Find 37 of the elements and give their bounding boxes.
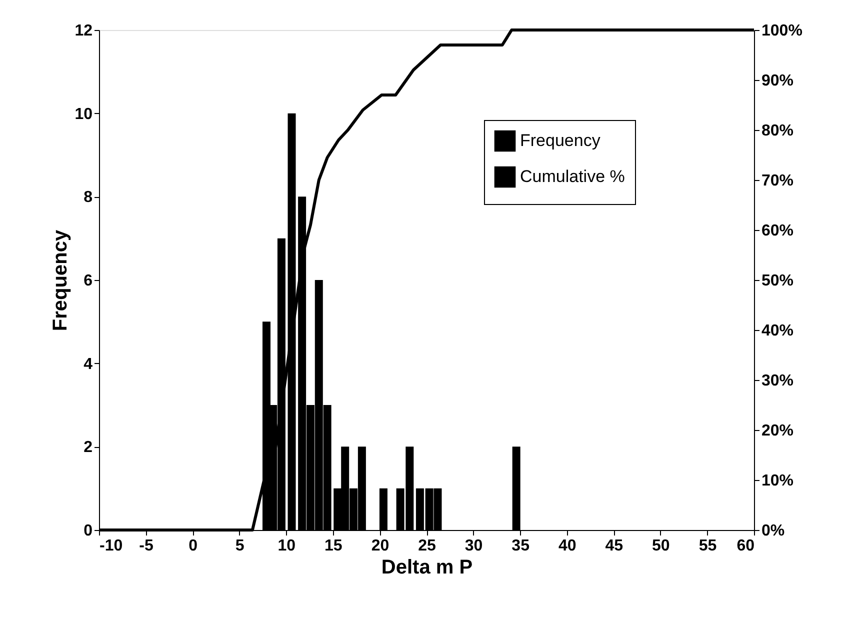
y2-tick-label: 20% bbox=[762, 422, 794, 440]
y2-tick-label: 0% bbox=[762, 522, 785, 540]
x-tick-label: -5 bbox=[139, 538, 154, 554]
y-axis-title: Frequency bbox=[50, 229, 72, 332]
y2-tick-label: 50% bbox=[762, 272, 794, 290]
y-tick-label: 10 bbox=[74, 106, 93, 123]
y2-tick-label: 40% bbox=[762, 322, 794, 340]
y2-tick-label: 100% bbox=[762, 22, 802, 40]
x-tick-label: 20 bbox=[371, 538, 390, 554]
y-tick-label: 6 bbox=[84, 272, 93, 290]
x-tick-label: 10 bbox=[278, 538, 296, 554]
x-tick-label: 5 bbox=[235, 538, 244, 554]
x-tick-label: 40 bbox=[558, 538, 576, 554]
legend-label: Frequency bbox=[520, 131, 601, 150]
y-tick-label: 8 bbox=[84, 189, 93, 206]
x-tick-label: 0 bbox=[188, 538, 198, 554]
y2-tick-label: 10% bbox=[762, 472, 794, 490]
y2-tick-label: 60% bbox=[762, 222, 794, 240]
x-tick-label: 30 bbox=[464, 538, 483, 554]
x-tick-label: 35 bbox=[512, 538, 530, 554]
y2-tick-label: 90% bbox=[762, 72, 794, 90]
x-tick-label: 15 bbox=[324, 538, 342, 554]
y2-tick-label: 80% bbox=[762, 122, 794, 140]
x-tick-label: -10 bbox=[100, 538, 123, 554]
y2-tick-label: 30% bbox=[762, 372, 794, 390]
y-tick-label: 0 bbox=[84, 522, 93, 540]
x-tick-label: 25 bbox=[418, 538, 436, 554]
x-tick-label: 60 bbox=[736, 538, 755, 554]
y-tick-label: 2 bbox=[84, 439, 93, 456]
y-tick-label: 12 bbox=[74, 22, 93, 40]
y-tick-label: 4 bbox=[84, 356, 93, 373]
x-tick-label: 45 bbox=[605, 538, 624, 554]
x-tick-label: 50 bbox=[652, 538, 670, 554]
legend-label: Cumulative % bbox=[520, 167, 625, 186]
y2-tick-label: 70% bbox=[762, 172, 794, 190]
x-axis-title: Delta m P bbox=[381, 556, 473, 578]
x-tick-label: 55 bbox=[698, 538, 717, 554]
